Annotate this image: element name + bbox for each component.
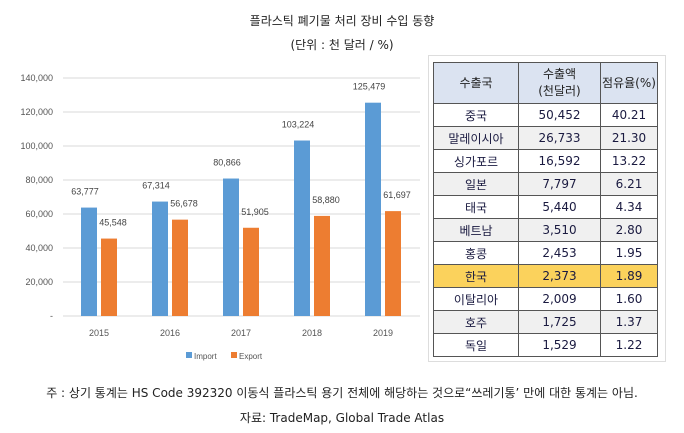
country-cell: 홍콩 bbox=[433, 241, 519, 265]
table-row: 싱가포르 16,592 13.22 bbox=[433, 149, 658, 173]
amount-cell: 1,725 bbox=[518, 310, 601, 334]
y-tick-label: 80,000 bbox=[25, 175, 53, 185]
y-tick-label: 120,000 bbox=[20, 107, 53, 117]
amount-cell: 3,510 bbox=[518, 218, 601, 242]
data-label: 67,314 bbox=[142, 181, 170, 191]
data-label: 61,697 bbox=[383, 190, 411, 200]
bar-export bbox=[101, 238, 117, 316]
export-country-table: 수출국 수출액 (천달러) 점유율(%) 중국 50,452 40.21 말레이시아 26,7… bbox=[433, 62, 658, 357]
country-cell: 이탈리아 bbox=[433, 287, 519, 311]
country-cell: 독일 bbox=[433, 333, 519, 357]
legend-label: Export bbox=[239, 352, 263, 361]
table-row: 독일 1,529 1.22 bbox=[433, 333, 658, 357]
footnote: 주 : 상기 통계는 HS Code 392320 이동식 플라스틱 용기 전체… bbox=[46, 386, 638, 400]
bar-chart: - 20,000 40,000 60,000 80,000 100,000 120,000 1… bbox=[20, 73, 420, 361]
table-row: 한국 2,373 1.89 bbox=[433, 264, 658, 288]
data-label: 58,880 bbox=[312, 195, 340, 205]
amount-cell: 50,452 bbox=[518, 103, 601, 127]
y-tick-label: 60,000 bbox=[25, 209, 53, 219]
table-frame bbox=[428, 55, 666, 362]
x-tick-label: 2015 bbox=[89, 328, 109, 338]
country-cell: 싱가포르 bbox=[433, 149, 519, 173]
country-cell: 중국 bbox=[433, 103, 519, 127]
table-row: 홍콩 2,453 1.95 bbox=[433, 241, 658, 265]
amount-cell: 16,592 bbox=[518, 149, 601, 173]
amount-cell: 1,529 bbox=[518, 333, 601, 357]
x-tick-label: 2018 bbox=[302, 328, 322, 338]
source-note: 자료: TradeMap, Global Trade Atlas bbox=[239, 411, 445, 425]
share-cell: 13.22 bbox=[600, 149, 658, 173]
table-header: 점유율(%) bbox=[600, 62, 658, 104]
share-cell: 1.89 bbox=[600, 264, 658, 288]
table-header: 수출국 bbox=[433, 62, 519, 104]
share-cell: 40.21 bbox=[600, 103, 658, 127]
amount-cell: 2,009 bbox=[518, 287, 601, 311]
share-cell: 1.60 bbox=[600, 287, 658, 311]
table-row: 말레이시아 26,733 21.30 bbox=[433, 126, 658, 150]
country-cell: 태국 bbox=[433, 195, 519, 219]
data-label: 125,479 bbox=[353, 82, 386, 92]
share-cell: 6.21 bbox=[600, 172, 658, 196]
bar-import bbox=[81, 207, 97, 316]
legend-swatch-export bbox=[231, 352, 237, 358]
x-tick-label: 2019 bbox=[373, 328, 393, 338]
y-tick-label: 100,000 bbox=[20, 141, 53, 151]
bar-export bbox=[243, 227, 259, 316]
country-cell: 호주 bbox=[433, 310, 519, 334]
country-cell: 말레이시아 bbox=[433, 126, 519, 150]
share-cell: 2.80 bbox=[600, 218, 658, 242]
y-tick-label: - bbox=[50, 311, 53, 321]
unit-subtitle: (단위 : 천 달러 / %) bbox=[290, 38, 394, 52]
amount-cell: 7,797 bbox=[518, 172, 601, 196]
share-cell: 4.34 bbox=[600, 195, 658, 219]
share-cell: 1.95 bbox=[600, 241, 658, 265]
share-cell: 1.22 bbox=[600, 333, 658, 357]
x-tick-label: 2017 bbox=[231, 328, 251, 338]
bar-export bbox=[385, 211, 401, 316]
bar-import bbox=[365, 102, 381, 316]
country-cell: 베트남 bbox=[433, 218, 519, 242]
table-row: 베트남 3,510 2.80 bbox=[433, 218, 658, 242]
legend-swatch-import bbox=[186, 352, 192, 358]
data-label: 103,224 bbox=[282, 120, 315, 130]
data-label: 63,777 bbox=[71, 187, 99, 197]
legend-label: Import bbox=[194, 352, 217, 361]
x-tick-label: 2016 bbox=[160, 328, 180, 338]
data-label: 51,905 bbox=[241, 207, 269, 217]
amount-cell: 5,440 bbox=[518, 195, 601, 219]
amount-cell: 2,453 bbox=[518, 241, 601, 265]
share-cell: 1.37 bbox=[600, 310, 658, 334]
share-cell: 21.30 bbox=[600, 126, 658, 150]
amount-cell: 26,733 bbox=[518, 126, 601, 150]
table-row: 호주 1,725 1.37 bbox=[433, 310, 658, 334]
bar-import bbox=[294, 140, 310, 316]
table-header: 수출액 (천달러) bbox=[518, 62, 601, 104]
data-label: 80,866 bbox=[213, 158, 241, 168]
country-cell: 일본 bbox=[433, 172, 519, 196]
y-tick-label: 140,000 bbox=[20, 73, 53, 83]
amount-cell: 2,373 bbox=[518, 264, 601, 288]
bar-export bbox=[314, 215, 330, 316]
bar-import bbox=[152, 201, 168, 316]
data-label: 45,548 bbox=[99, 218, 127, 228]
y-tick-label: 20,000 bbox=[25, 277, 53, 287]
country-cell: 한국 bbox=[433, 264, 519, 288]
table-row: 일본 7,797 6.21 bbox=[433, 172, 658, 196]
data-label: 56,678 bbox=[170, 199, 198, 209]
table-row: 이탈리아 2,009 1.60 bbox=[433, 287, 658, 311]
table-row: 태국 5,440 4.34 bbox=[433, 195, 658, 219]
y-tick-label: 40,000 bbox=[25, 243, 53, 253]
bar-export bbox=[172, 219, 188, 316]
chart-title: 플라스틱 폐기물 처리 장비 수입 동향 bbox=[249, 14, 435, 28]
bar-import bbox=[223, 178, 239, 316]
table-row: 중국 50,452 40.21 bbox=[433, 103, 658, 127]
